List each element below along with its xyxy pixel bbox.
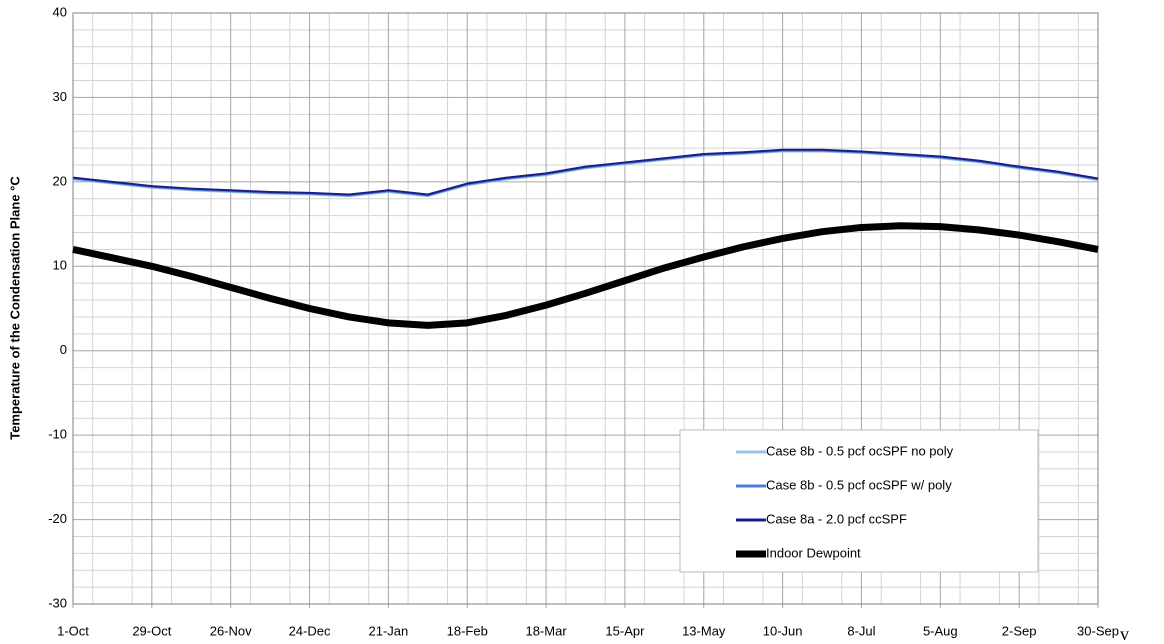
x-tick-label: 18-Mar [525, 623, 567, 638]
y-tick-label: 30 [53, 89, 67, 104]
legend-label: Case 8a - 2.0 pcf ccSPF [766, 511, 907, 526]
y-tick-label: 20 [53, 173, 67, 188]
annotation: v [1120, 624, 1129, 644]
legend-label: Case 8b - 0.5 pcf ocSPF no poly [766, 443, 954, 458]
legend-label: Case 8b - 0.5 pcf ocSPF w/ poly [766, 477, 952, 492]
plot-border [72, 12, 1099, 605]
x-tick-label: 29-Oct [132, 623, 171, 638]
series-line [72, 222, 1099, 329]
x-tick-label: 2-Sep [1002, 623, 1037, 638]
x-tick-label: 13-May [682, 623, 726, 638]
legend: Case 8b - 0.5 pcf ocSPF no poly Case 8b -… [679, 429, 1039, 573]
legend-box [679, 429, 1039, 573]
x-tick-label: 24-Dec [289, 623, 331, 638]
x-tick-label: 10-Jun [763, 623, 803, 638]
y-tick-label: -20 [48, 511, 67, 526]
y-tick-label: -30 [48, 595, 67, 610]
x-tick-label: 5-Aug [923, 623, 958, 638]
y-tick-label: -10 [48, 427, 67, 442]
y-tick-label: 40 [53, 4, 67, 19]
legend-label: Indoor Dewpoint [766, 545, 861, 560]
y-axis-label: Temperature of the Condensation Plane °C [7, 176, 22, 440]
series-line [72, 148, 1099, 196]
x-tick-label: 1-Oct [57, 623, 89, 638]
x-tick-label: 18-Feb [447, 623, 488, 638]
y-tick-label: 10 [53, 258, 67, 273]
y-tick-label: 0 [60, 342, 67, 357]
x-tick-label: 15-Apr [605, 623, 645, 638]
x-tick-label: 30-Sep [1077, 623, 1119, 638]
x-tick-label: 8-Jul [847, 623, 875, 638]
x-tick-label: 21-Jan [369, 623, 409, 638]
x-tick-label: 26-Nov [210, 623, 252, 638]
